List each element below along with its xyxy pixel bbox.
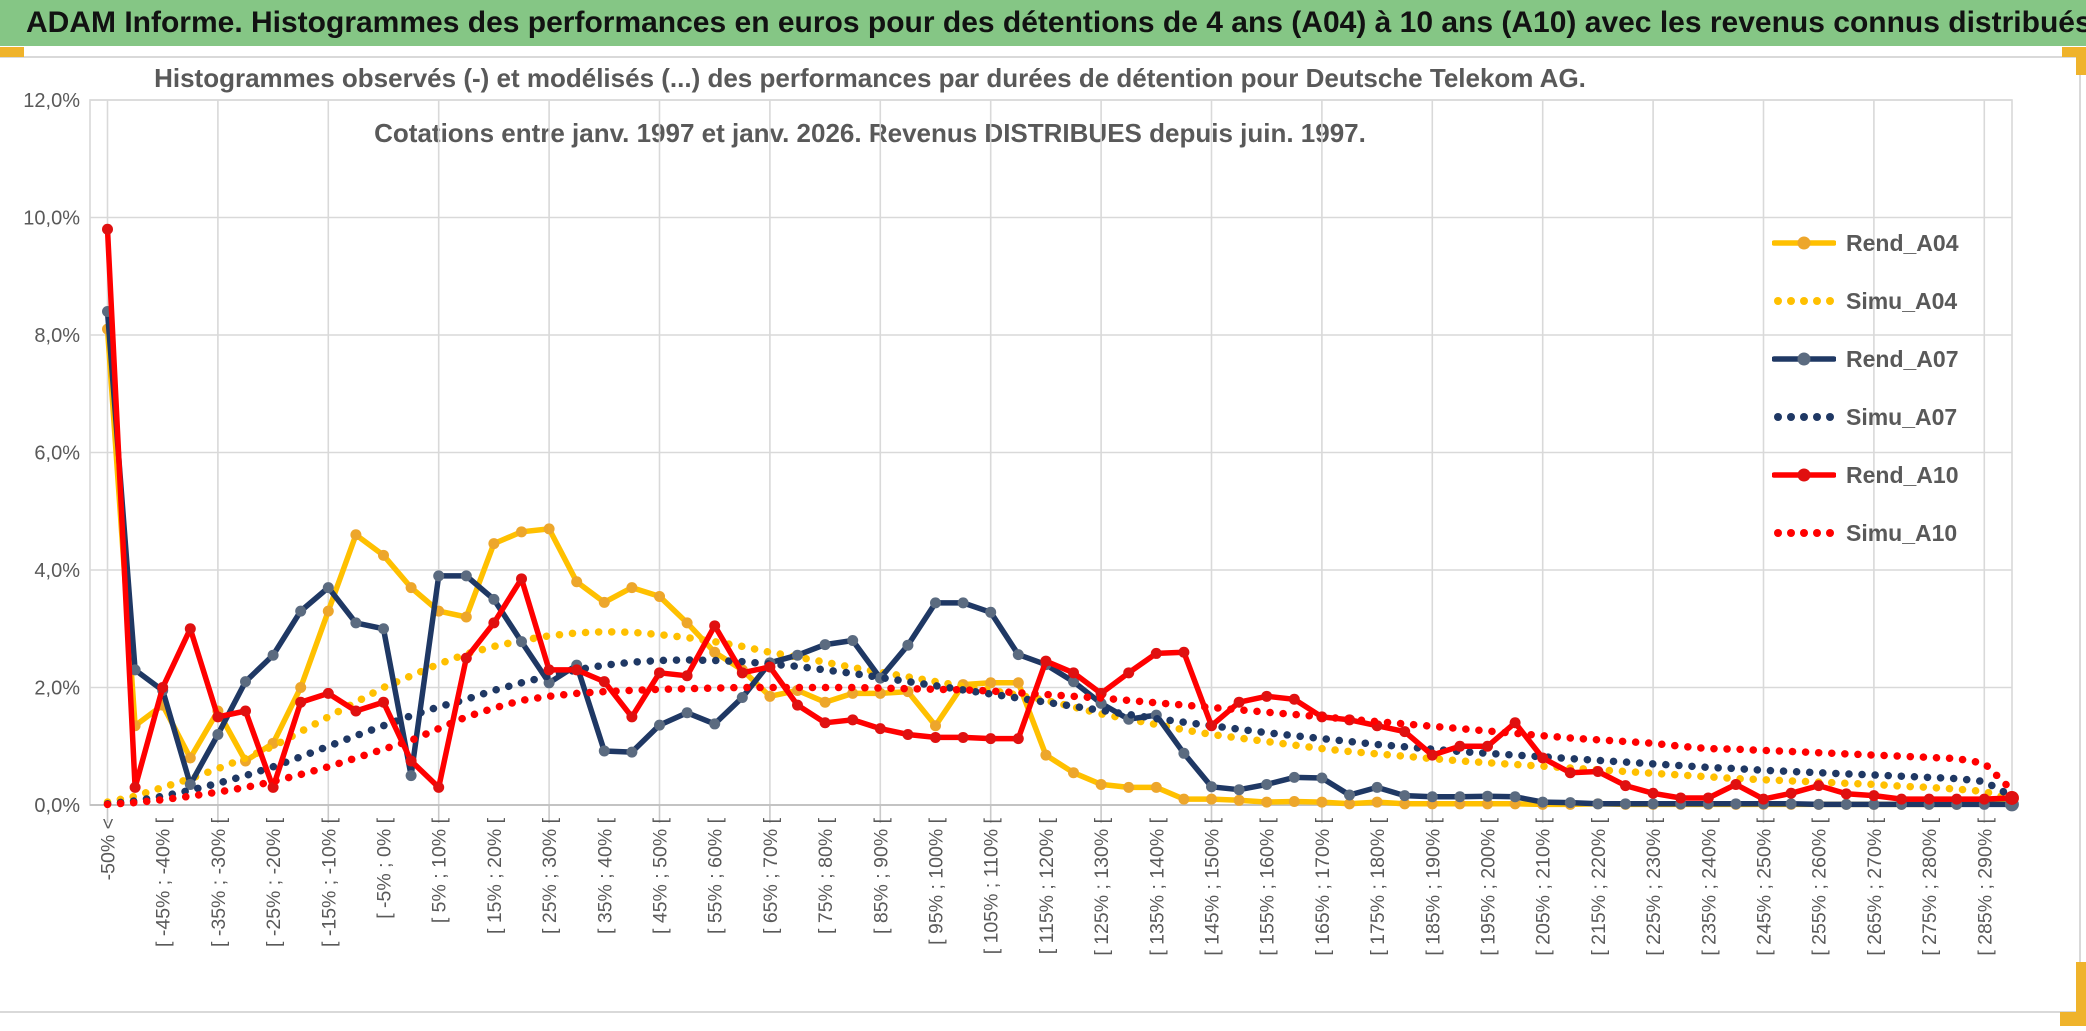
svg-text:[ 165% ; 170% [: [ 165% ; 170% [	[1312, 817, 1334, 955]
svg-text:[ 205% ; 210% [: [ 205% ; 210% [	[1533, 817, 1555, 955]
svg-text:[ 55% ; 60% [: [ 55% ; 60% [	[705, 817, 727, 934]
chart-legend: Rend_A04 Simu_A04 Rend_A07 Simu_A07 Rend…	[1772, 230, 1958, 546]
svg-text:[ 85% ; 90% [: [ 85% ; 90% [	[870, 817, 892, 934]
svg-text:[ 275% ; 280% [: [ 275% ; 280% [	[1919, 817, 1941, 955]
chart-title-line1: Histogrammes observés (-) et modélisés (…	[154, 63, 1586, 93]
svg-text:4,0%: 4,0%	[34, 560, 80, 582]
svg-text:2,0%: 2,0%	[34, 678, 80, 700]
svg-text:0,0%: 0,0%	[34, 795, 80, 817]
legend-item-simu-a04: Simu_A04	[1772, 288, 1958, 314]
svg-text:8,0%: 8,0%	[34, 325, 80, 347]
legend-label-simu-a04: Simu_A04	[1846, 287, 1958, 314]
frame-line-bottom	[0, 1011, 2080, 1013]
legend-label-simu-a10: Simu_A10	[1846, 519, 1958, 546]
svg-text:[ 265% ; 270% [: [ 265% ; 270% [	[1864, 817, 1886, 955]
svg-text:[ 215% ; 220% [: [ 215% ; 220% [	[1588, 817, 1610, 955]
gold-accent-top-left	[0, 47, 24, 57]
legend-label-rend-a10: Rend_A10	[1846, 461, 1959, 488]
svg-text:[ 115% ; 120% [: [ 115% ; 120% [	[1036, 817, 1058, 954]
svg-text:[ 235% ; 240% [: [ 235% ; 240% [	[1698, 817, 1720, 955]
gold-accent-bottom-right-vert	[2076, 962, 2086, 1026]
svg-text:6,0%: 6,0%	[34, 443, 80, 465]
frame-line-right	[2079, 56, 2081, 1012]
svg-text:[ 195% ; 200% [: [ 195% ; 200% [	[1478, 817, 1500, 955]
svg-text:[ 255% ; 260% [: [ 255% ; 260% [	[1809, 817, 1831, 955]
legend-label-rend-a04: Rend_A04	[1846, 229, 1959, 256]
svg-text:[ 285% ; 290% [: [ 285% ; 290% [	[1974, 817, 1996, 955]
svg-text:[ -5% ; 0% [: [ -5% ; 0% [	[374, 817, 396, 918]
legend-swatch-simu-a07-icon	[1774, 413, 1834, 421]
svg-text:-50% <: -50% <	[98, 818, 120, 880]
svg-text:[ 95% ; 100% [: [ 95% ; 100% [	[926, 817, 948, 944]
svg-text:[ 135% ; 140% [: [ 135% ; 140% [	[1146, 817, 1168, 955]
svg-text:[ 5% ; 10% [: [ 5% ; 10% [	[429, 817, 451, 923]
svg-text:[ -35% ; -30% [: [ -35% ; -30% [	[208, 817, 230, 947]
svg-text:[ 155% ; 160% [: [ 155% ; 160% [	[1257, 817, 1279, 955]
svg-text:[ 245% ; 250% [: [ 245% ; 250% [	[1754, 817, 1776, 955]
legend-item-rend-a07: Rend_A07	[1772, 346, 1958, 372]
svg-text:[ 45% ; 50% [: [ 45% ; 50% [	[650, 817, 672, 934]
gold-accent-top-right-vert	[2076, 47, 2086, 75]
svg-text:[ -15% ; -10% [: [ -15% ; -10% [	[318, 817, 340, 947]
svg-text:[ 185% ; 190% [: [ 185% ; 190% [	[1422, 817, 1444, 955]
frame-line-top	[0, 56, 2080, 58]
legend-label-rend-a07: Rend_A07	[1846, 345, 1959, 372]
window-title-bar: ADAM Informe. Histogrammes des performan…	[0, 0, 2086, 46]
svg-text:[ 145% ; 150% [: [ 145% ; 150% [	[1202, 817, 1224, 955]
svg-text:[ 225% ; 230% [: [ 225% ; 230% [	[1643, 817, 1665, 955]
legend-swatch-simu-a04-icon	[1774, 297, 1834, 305]
legend-swatch-rend-a04-icon	[1772, 236, 1836, 250]
chart-title-line2: Cotations entre janv. 1997 et janv. 2026…	[374, 118, 1366, 148]
legend-item-simu-a07: Simu_A07	[1772, 404, 1958, 430]
legend-swatch-rend-a07-icon	[1772, 352, 1836, 366]
legend-label-simu-a07: Simu_A07	[1846, 403, 1958, 430]
gold-accent-top-right	[2062, 47, 2086, 57]
legend-item-simu-a10: Simu_A10	[1772, 520, 1958, 546]
svg-text:[ 75% ; 80% [: [ 75% ; 80% [	[815, 817, 837, 934]
legend-item-rend-a10: Rend_A10	[1772, 462, 1958, 488]
legend-swatch-simu-a10-icon	[1774, 529, 1834, 537]
svg-text:[ 15% ; 20% [: [ 15% ; 20% [	[484, 817, 506, 934]
legend-swatch-rend-a10-icon	[1772, 468, 1836, 482]
svg-text:[ 105% ; 110% [: [ 105% ; 110% [	[981, 817, 1003, 954]
svg-text:[ -45% ; -40% [: [ -45% ; -40% [	[153, 817, 175, 947]
legend-item-rend-a04: Rend_A04	[1772, 230, 1958, 256]
svg-text:10,0%: 10,0%	[23, 208, 80, 230]
svg-text:[ 35% ; 40% [: [ 35% ; 40% [	[594, 817, 616, 934]
svg-text:[ -25% ; -20% [: [ -25% ; -20% [	[263, 817, 285, 947]
svg-text:[ 65% ; 70% [: [ 65% ; 70% [	[760, 817, 782, 934]
svg-text:[ 175% ; 180% [: [ 175% ; 180% [	[1367, 817, 1389, 955]
gold-accent-bottom-right	[2060, 1012, 2086, 1026]
svg-text:12,0%: 12,0%	[23, 90, 80, 112]
svg-text:[ 25% ; 30% [: [ 25% ; 30% [	[539, 817, 561, 934]
svg-text:[ 125% ; 130% [: [ 125% ; 130% [	[1091, 817, 1113, 955]
